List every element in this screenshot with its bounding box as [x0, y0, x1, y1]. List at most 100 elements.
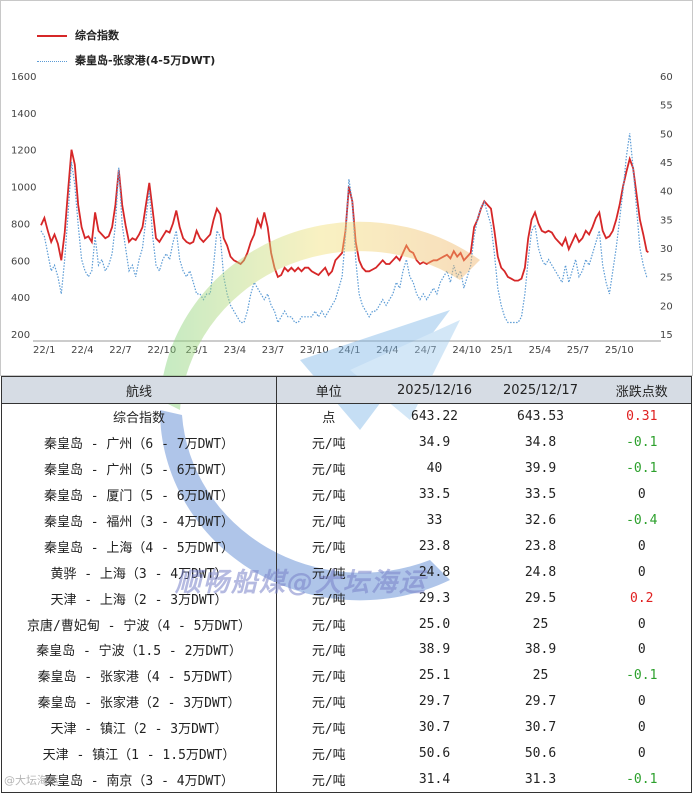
- x-tick-label: 24/10: [452, 345, 481, 356]
- route-cell: 秦皇岛 - 张家港（4 - 5万DWT）: [1, 662, 277, 689]
- table-row: 天津 - 镇江（1 - 1.5万DWT） 元/吨 50.6 50.6 0: [1, 740, 692, 767]
- route-cell: 秦皇岛 - 宁波（1.5 - 2万DWT）: [1, 637, 277, 663]
- change-cell: 0: [592, 637, 692, 663]
- x-tick-label: 23/1: [186, 345, 208, 356]
- value-cell-date-1: 25.1: [418, 668, 451, 684]
- value-cell-date-2: 31.3: [488, 766, 593, 794]
- y-left-tick-label: 1000: [11, 183, 36, 194]
- col-header-route: 航线: [1, 376, 277, 404]
- unit-cell: 元/吨: [311, 644, 346, 660]
- value-cell-date-2: 29.5: [524, 590, 557, 606]
- value-cell-date-2: 24.8: [524, 564, 557, 580]
- x-tick-label: 25/7: [567, 345, 589, 356]
- value-cell-date-2: 25: [532, 668, 549, 684]
- value-cell-date-1: 23.8: [418, 538, 451, 554]
- x-tick-label: 24/7: [414, 345, 436, 356]
- unit-cell: 元/吨: [311, 722, 346, 738]
- value-cell-date-1: 30.7: [418, 720, 451, 736]
- value-cell-date-1: 33: [426, 513, 443, 528]
- route-cell: 秦皇岛 - 广州（5 - 6万DWT）: [1, 455, 277, 482]
- legend-swatch-dotted-line: [37, 60, 67, 62]
- route-cell: 秦皇岛 - 南京（3 - 4万DWT）: [1, 766, 277, 794]
- value-cell-date-1: 50.6: [418, 746, 451, 762]
- y-right-tick-label: 15: [660, 330, 673, 341]
- value-cell-date-1: 40: [426, 461, 443, 477]
- table-row: 秦皇岛 - 宁波（1.5 - 2万DWT） 元/吨 38.9 38.9 0: [1, 637, 692, 663]
- y-left-tick-label: 1200: [11, 146, 36, 157]
- table-row: 天津 - 上海（2 - 3万DWT） 元/吨 29.3 29.5 0.2: [1, 585, 692, 612]
- table-row: 秦皇岛 - 广州（6 - 7万DWT） 元/吨 34.9 34.8 -0.1: [1, 429, 692, 456]
- unit-cell: 元/吨: [311, 696, 346, 712]
- table-row: 秦皇岛 - 南京（3 - 4万DWT） 元/吨 31.4 31.3 -0.1: [1, 766, 692, 794]
- value-cell-date-2: 38.9: [524, 642, 557, 658]
- change-cell: -0.1: [592, 766, 692, 794]
- change-cell: 0: [592, 533, 692, 560]
- table-row: 天津 - 镇江（2 - 3万DWT） 元/吨 30.7 30.7 0: [1, 714, 692, 741]
- value-cell-date-2: 32.6: [524, 513, 557, 528]
- route-cell: 黄骅 - 上海（3 - 4万DWT）: [1, 559, 277, 586]
- change-cell: -0.1: [592, 429, 692, 456]
- x-tick-label: 25/10: [605, 345, 634, 356]
- change-cell: 0: [592, 688, 692, 715]
- route-cell: 秦皇岛 - 福州（3 - 4万DWT）: [1, 507, 277, 534]
- unit-cell: 元/吨: [311, 566, 346, 582]
- change-cell: 0: [592, 740, 692, 767]
- value-cell-date-1: 25.0: [418, 616, 451, 632]
- value-cell-date-2: 29.7: [524, 694, 557, 710]
- legend-label: 秦皇岛-张家港(4-5万DWT): [75, 54, 216, 67]
- x-tick-label: 23/7: [262, 345, 284, 356]
- y-right-tick-label: 35: [660, 215, 673, 226]
- x-tick-label: 24/4: [376, 345, 398, 356]
- y-left-tick-label: 800: [11, 219, 30, 230]
- table-row: 京唐/曹妃甸 - 宁波（4 - 5万DWT） 元/吨 25.0 25 0: [1, 611, 692, 638]
- table-header-row: 航线 单位 2025/12/16 2025/12/17 涨跌点数: [1, 376, 692, 404]
- table-row: 秦皇岛 - 张家港（2 - 3万DWT） 元/吨 29.7 29.7 0: [1, 688, 692, 715]
- table-row: 秦皇岛 - 厦门（5 - 6万DWT） 元/吨 33.5 33.5 0: [1, 481, 692, 508]
- unit-cell: 元/吨: [311, 463, 346, 479]
- unit-cell: 元/吨: [311, 540, 346, 556]
- y-left-tick-label: 600: [11, 256, 30, 267]
- change-cell: -0.1: [592, 455, 692, 482]
- x-tick-label: 22/7: [109, 345, 131, 356]
- x-tick-label: 23/10: [300, 345, 329, 356]
- y-right-tick-label: 20: [660, 301, 673, 312]
- value-cell-date-1: 29.7: [418, 694, 451, 710]
- unit-cell: 元/吨: [311, 515, 346, 530]
- y-right-tick-label: 60: [660, 72, 673, 83]
- route-cell: 秦皇岛 - 广州（6 - 7万DWT）: [1, 429, 277, 456]
- change-cell: 0: [592, 481, 692, 508]
- series-line-composite-index: [40, 149, 649, 282]
- y-left-tick-label: 200: [11, 330, 30, 341]
- value-cell-date-1: 29.3: [418, 590, 451, 606]
- legend-item-composite-index: 综合指数: [37, 27, 119, 43]
- corner-watermark: @大坛海运: [4, 774, 59, 787]
- y-right-tick-label: 55: [660, 101, 673, 112]
- unit-cell: 元/吨: [311, 748, 346, 764]
- route-cell: 综合指数: [1, 403, 277, 430]
- route-cell: 秦皇岛 - 厦门（5 - 6万DWT）: [1, 481, 277, 508]
- watermark-text: 顺畅船煤@大坛海运: [175, 568, 428, 598]
- route-cell: 天津 - 上海（2 - 3万DWT）: [1, 585, 277, 612]
- legend-label: 综合指数: [75, 29, 119, 42]
- y-left-tick-label: 400: [11, 293, 30, 304]
- value-cell-date-2: 30.7: [524, 720, 557, 736]
- value-cell-date-2: 33.5: [524, 487, 557, 503]
- legend-swatch-red-line: [37, 35, 67, 37]
- y-right-tick-label: 25: [660, 273, 673, 284]
- y-left-tick-label: 1400: [11, 109, 36, 120]
- x-tick-label: 24/1: [338, 345, 360, 356]
- value-cell-date-1: 34.9: [418, 435, 451, 451]
- change-cell: 0.31: [592, 403, 692, 430]
- value-cell-date-2: 25: [532, 616, 549, 632]
- change-cell: 0: [592, 714, 692, 741]
- value-cell-date-1: 33.5: [418, 487, 451, 503]
- series-line-qhd-zjg: [40, 133, 649, 325]
- change-cell: 0: [592, 559, 692, 586]
- route-cell: 天津 - 镇江（2 - 3万DWT）: [1, 714, 277, 741]
- x-tick-label: 25/4: [529, 345, 551, 356]
- col-header-change: 涨跌点数: [592, 376, 692, 404]
- value-cell-date-2: 643.53: [517, 409, 564, 425]
- chart-panel: 综合指数 秦皇岛-张家港(4-5万DWT) 1600 1400 1200 1000 80…: [0, 0, 693, 376]
- unit-cell: 元/吨: [311, 437, 346, 453]
- col-header-date-2: 2025/12/17: [488, 376, 593, 404]
